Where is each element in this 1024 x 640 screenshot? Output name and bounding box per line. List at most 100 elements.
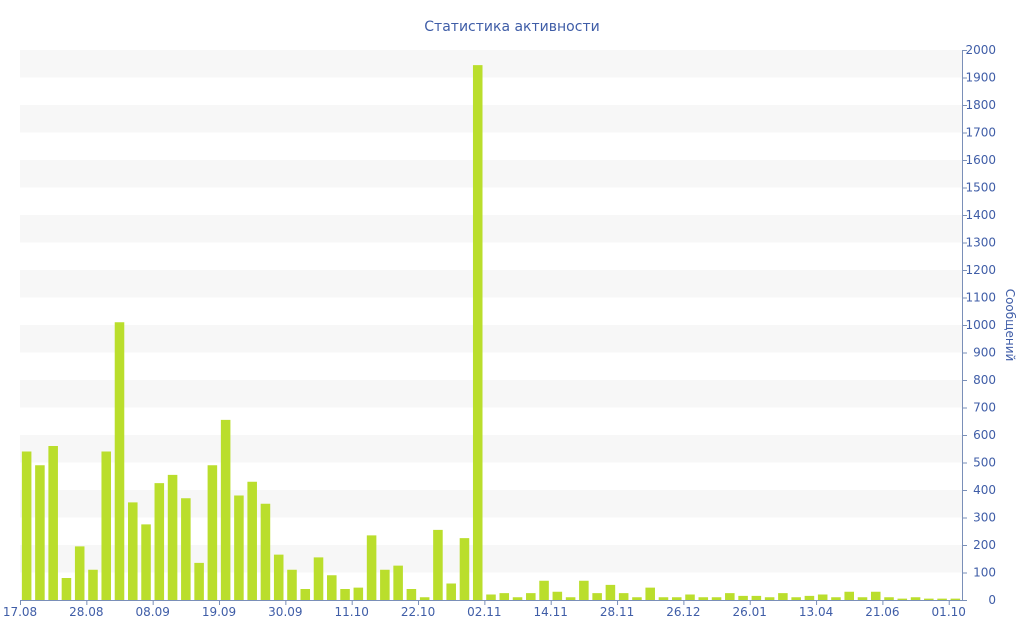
bar (300, 589, 311, 600)
y-tick-label: 2000 (965, 43, 996, 57)
x-tick-label: 17.08 (3, 605, 37, 619)
y-tick-label: 1000 (965, 318, 996, 332)
bar (658, 597, 669, 600)
bar (74, 546, 85, 601)
bar (220, 419, 231, 601)
bar (21, 451, 32, 600)
bar (499, 593, 510, 601)
grid-bands (20, 50, 962, 573)
bar (817, 594, 828, 600)
bar (512, 597, 523, 600)
bar (910, 597, 921, 600)
y-tick-label: 0 (988, 593, 996, 607)
bar (327, 575, 337, 600)
bar (380, 569, 390, 600)
bar (446, 583, 456, 600)
bar (472, 65, 483, 601)
bar (711, 597, 722, 600)
chart-title: Статистика активности (424, 19, 599, 35)
bar (857, 597, 868, 600)
bar (154, 483, 165, 601)
y-tick-label: 500 (973, 456, 996, 470)
bar (592, 593, 602, 601)
bar (353, 587, 364, 601)
bar (645, 587, 655, 601)
bar (937, 598, 947, 601)
bar (897, 598, 908, 601)
bar (406, 589, 417, 600)
grid-band (20, 215, 962, 243)
x-tick-label: 26.01 (733, 605, 767, 619)
bar (313, 557, 324, 601)
x-tick-label: 28.11 (600, 605, 634, 619)
x-tick-label: 21.06 (865, 605, 899, 619)
bar (738, 595, 748, 601)
grid-band (20, 160, 962, 188)
y-tick-label: 1300 (965, 236, 996, 250)
x-tick-label: 26.12 (666, 605, 700, 619)
y-axis-label: Сообщений (1003, 289, 1017, 362)
bar (565, 597, 576, 600)
bar (552, 591, 563, 600)
bar (260, 503, 271, 600)
x-tick-label: 02.11 (467, 605, 501, 619)
y-tick-label: 1900 (965, 71, 996, 85)
x-tick-label: 08.09 (135, 605, 169, 619)
x-tick-label: 14.11 (534, 605, 568, 619)
bar (181, 498, 191, 600)
grid-band (20, 325, 962, 353)
bar (685, 594, 695, 600)
y-tick-label: 300 (973, 511, 996, 525)
y-tick-label: 700 (973, 401, 996, 415)
bar (844, 591, 854, 600)
bar (273, 554, 284, 601)
x-tick-label: 13.04 (799, 605, 833, 619)
bar (433, 529, 443, 601)
x-tick-label: 22.10 (401, 605, 435, 619)
bar (88, 569, 98, 600)
bar (128, 502, 138, 601)
bar (393, 565, 403, 601)
y-tick-label: 1700 (965, 126, 996, 140)
bar (194, 562, 204, 601)
bar (804, 595, 815, 601)
bar (459, 538, 470, 601)
y-tick-label: 1500 (965, 181, 996, 195)
bar (618, 593, 629, 601)
y-axis-ticks: 0 100 200 300 400 500 600 700 800 900 1000 1100 1200… (962, 43, 996, 607)
y-tick-label: 800 (973, 373, 996, 387)
y-tick-label: 400 (973, 483, 996, 497)
y-tick-label: 1800 (965, 98, 996, 112)
x-tick-label: 11.10 (335, 605, 369, 619)
bar (778, 593, 788, 601)
bar (579, 580, 589, 600)
grid-band (20, 435, 962, 463)
y-tick-label: 1600 (965, 153, 996, 167)
bar (884, 597, 894, 600)
y-tick-label: 1400 (965, 208, 996, 222)
bar (764, 597, 775, 600)
bar (751, 595, 762, 601)
bar (698, 597, 709, 600)
bar (48, 446, 58, 600)
bar (870, 591, 881, 600)
bar (632, 597, 642, 600)
bar (950, 598, 961, 601)
bar (725, 593, 735, 601)
bar (526, 593, 536, 601)
bar (924, 598, 934, 601)
bar (101, 451, 112, 600)
x-axis-ticks: 17.08 28.08 08.09 19.09 30.09 11.10 22.10 02.11… (3, 600, 966, 619)
bar (141, 524, 151, 601)
y-tick-label: 900 (973, 346, 996, 360)
x-tick-label: 30.09 (268, 605, 302, 619)
bar (207, 465, 218, 600)
bar (419, 597, 430, 600)
bar-series (21, 65, 961, 601)
bar (234, 495, 244, 600)
x-tick-label: 19.09 (202, 605, 236, 619)
y-tick-label: 600 (973, 428, 996, 442)
bar (61, 578, 72, 600)
grid-band (20, 380, 962, 408)
